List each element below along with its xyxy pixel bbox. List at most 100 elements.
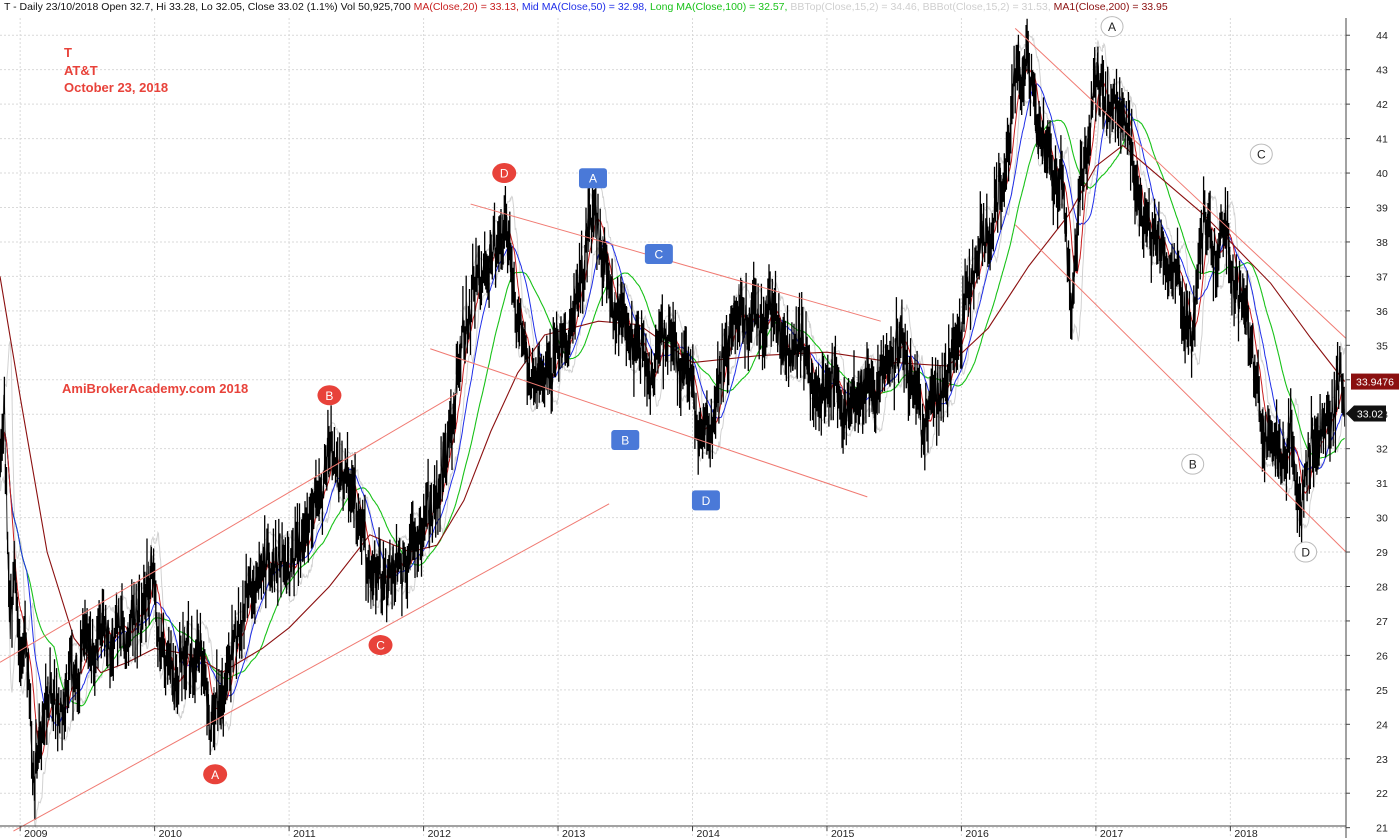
pattern-label-badge	[492, 163, 517, 184]
y-tick-label: 44	[1376, 30, 1388, 42]
x-tick-label: 2013	[562, 828, 586, 840]
bollinger-top-line	[0, 34, 1346, 723]
y-tick-label: 29	[1376, 547, 1388, 559]
pattern-label-badge	[203, 764, 228, 785]
y-tick-label: 38	[1376, 237, 1388, 249]
pattern-labels: A B C D A B C D A B C D	[203, 16, 1318, 785]
price-series	[0, 18, 1346, 820]
ma200-line	[0, 144, 1346, 674]
pattern-label-text: A	[1108, 20, 1116, 34]
pattern-label-text: C	[1257, 148, 1266, 162]
y-tick-label: 37	[1376, 271, 1388, 283]
pattern-label-badge	[1100, 16, 1124, 38]
x-tick-label: 2016	[965, 828, 989, 840]
pattern-label-white-B: B	[1181, 453, 1205, 475]
y-tick-label: 30	[1376, 513, 1388, 525]
pattern-label-red-C: C	[368, 635, 393, 656]
y-tick-label: 32	[1376, 444, 1388, 456]
y-tick-label: 41	[1376, 134, 1388, 146]
ma50-line	[0, 83, 1345, 727]
pattern-label-white-C: C	[1249, 143, 1273, 165]
pattern-label-badge	[578, 168, 607, 189]
watermark-label: AmiBrokerAcademy.com 2018	[62, 381, 248, 396]
date-label: October 23, 2018	[64, 80, 168, 95]
pattern-label-text: B	[621, 434, 629, 448]
pattern-label-text: C	[655, 248, 664, 262]
trend-line-2	[470, 203, 881, 322]
x-tick-label: 2014	[696, 828, 720, 840]
y-tick-label: 42	[1376, 99, 1388, 111]
pattern-label-text: D	[1301, 546, 1310, 560]
pattern-label-text: A	[211, 768, 219, 782]
pattern-label-badge	[1249, 143, 1273, 165]
pattern-label-red-A: A	[203, 764, 228, 785]
pattern-label-text: C	[376, 639, 385, 653]
grid	[0, 18, 1346, 838]
last-close-tag	[1346, 405, 1386, 422]
y-tick-label: 21	[1376, 823, 1388, 835]
pattern-label-white-D: D	[1294, 541, 1318, 563]
y-tick-label: 43	[1376, 65, 1388, 77]
x-tick-label: 2010	[159, 828, 183, 840]
trend-line-5	[1014, 224, 1347, 553]
header-indicator-4: BBBot(Close,15,2) = 31.53,	[920, 1, 1051, 13]
trend-line-1	[13, 503, 610, 832]
trend-line-3	[430, 348, 868, 498]
x-tick-label: 2015	[831, 828, 855, 840]
pattern-label-red-D: D	[492, 163, 517, 184]
x-tick-label: 2018	[1234, 828, 1258, 840]
x-tick-label: 2017	[1100, 828, 1124, 840]
bollinger-bottom-line	[0, 95, 1346, 829]
header-indicator-1: Mid MA(Close,50) = 32.98,	[519, 1, 647, 13]
x-tick-label: 2012	[428, 828, 452, 840]
pattern-label-text: D	[702, 494, 711, 508]
header-indicator-3: BBTop(Close,15,2) = 34.46,	[787, 1, 919, 13]
y-tick-label: 26	[1376, 650, 1388, 662]
x-tick-label: 2009	[24, 828, 48, 840]
pattern-label-blue-C: C	[644, 244, 673, 265]
y-tick-label: 25	[1376, 685, 1388, 697]
chart-header: T - Daily 23/10/2018 Open 32.7, Hi 33.28…	[4, 1, 1168, 13]
header-indicator-2: Long MA(Close,100) = 32.57,	[647, 1, 787, 13]
price-line	[0, 41, 1346, 801]
axes: 2122232425262728293031323334353637383940…	[0, 18, 1399, 840]
trend-lines	[0, 27, 1347, 832]
pattern-label-red-B: B	[317, 385, 342, 406]
y-tick-label: 24	[1376, 719, 1388, 731]
pattern-label-badge	[691, 490, 720, 511]
pattern-label-text: B	[1189, 458, 1197, 472]
header-prefix: T - Daily 23/10/2018 Open 32.7, Hi 33.28…	[4, 1, 411, 13]
y-tick-label: 28	[1376, 581, 1388, 593]
pattern-label-badge	[368, 635, 393, 656]
trend-line-4	[1014, 27, 1347, 339]
last-close-text: 33.02	[1357, 409, 1383, 421]
y-tick-label: 22	[1376, 788, 1388, 800]
header-indicator-0: MA(Close,20) = 33.13,	[414, 1, 519, 13]
ma200-value-tag	[1351, 373, 1399, 390]
y-tick-label: 40	[1376, 168, 1388, 180]
pattern-label-text: B	[325, 389, 333, 403]
trend-line-0	[0, 393, 458, 663]
y-tick-label: 27	[1376, 616, 1388, 628]
x-tick-label: 2011	[293, 828, 316, 840]
pattern-label-blue-B: B	[611, 430, 640, 451]
y-tick-label: 36	[1376, 306, 1388, 318]
pattern-label-badge	[317, 385, 342, 406]
pattern-label-badge	[611, 430, 640, 451]
pattern-label-badge	[644, 244, 673, 265]
ma200-value-text: 33.9476	[1356, 377, 1394, 389]
pattern-label-blue-D: D	[691, 490, 720, 511]
pattern-label-text: A	[589, 172, 597, 186]
y-tick-label: 39	[1376, 202, 1388, 214]
pattern-label-badge	[1294, 541, 1318, 563]
pattern-label-badge	[1181, 453, 1205, 475]
pattern-label-blue-A: A	[578, 168, 607, 189]
pattern-label-white-A: A	[1100, 16, 1124, 38]
symbol-label: T	[64, 45, 72, 60]
company-label: AT&T	[64, 63, 98, 78]
y-tick-label: 31	[1376, 478, 1388, 490]
y-tick-label: 23	[1376, 754, 1388, 766]
header-indicator-5: MA1(Close,200) = 33.95	[1051, 1, 1168, 13]
